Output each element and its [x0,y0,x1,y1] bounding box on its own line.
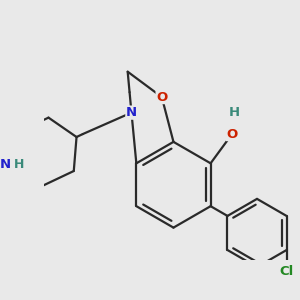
Text: H: H [14,158,24,171]
Text: Cl: Cl [279,265,294,278]
Text: N: N [126,106,137,119]
Text: H: H [228,106,239,119]
Text: O: O [226,128,238,141]
Text: N: N [0,158,11,171]
Text: O: O [156,91,167,103]
